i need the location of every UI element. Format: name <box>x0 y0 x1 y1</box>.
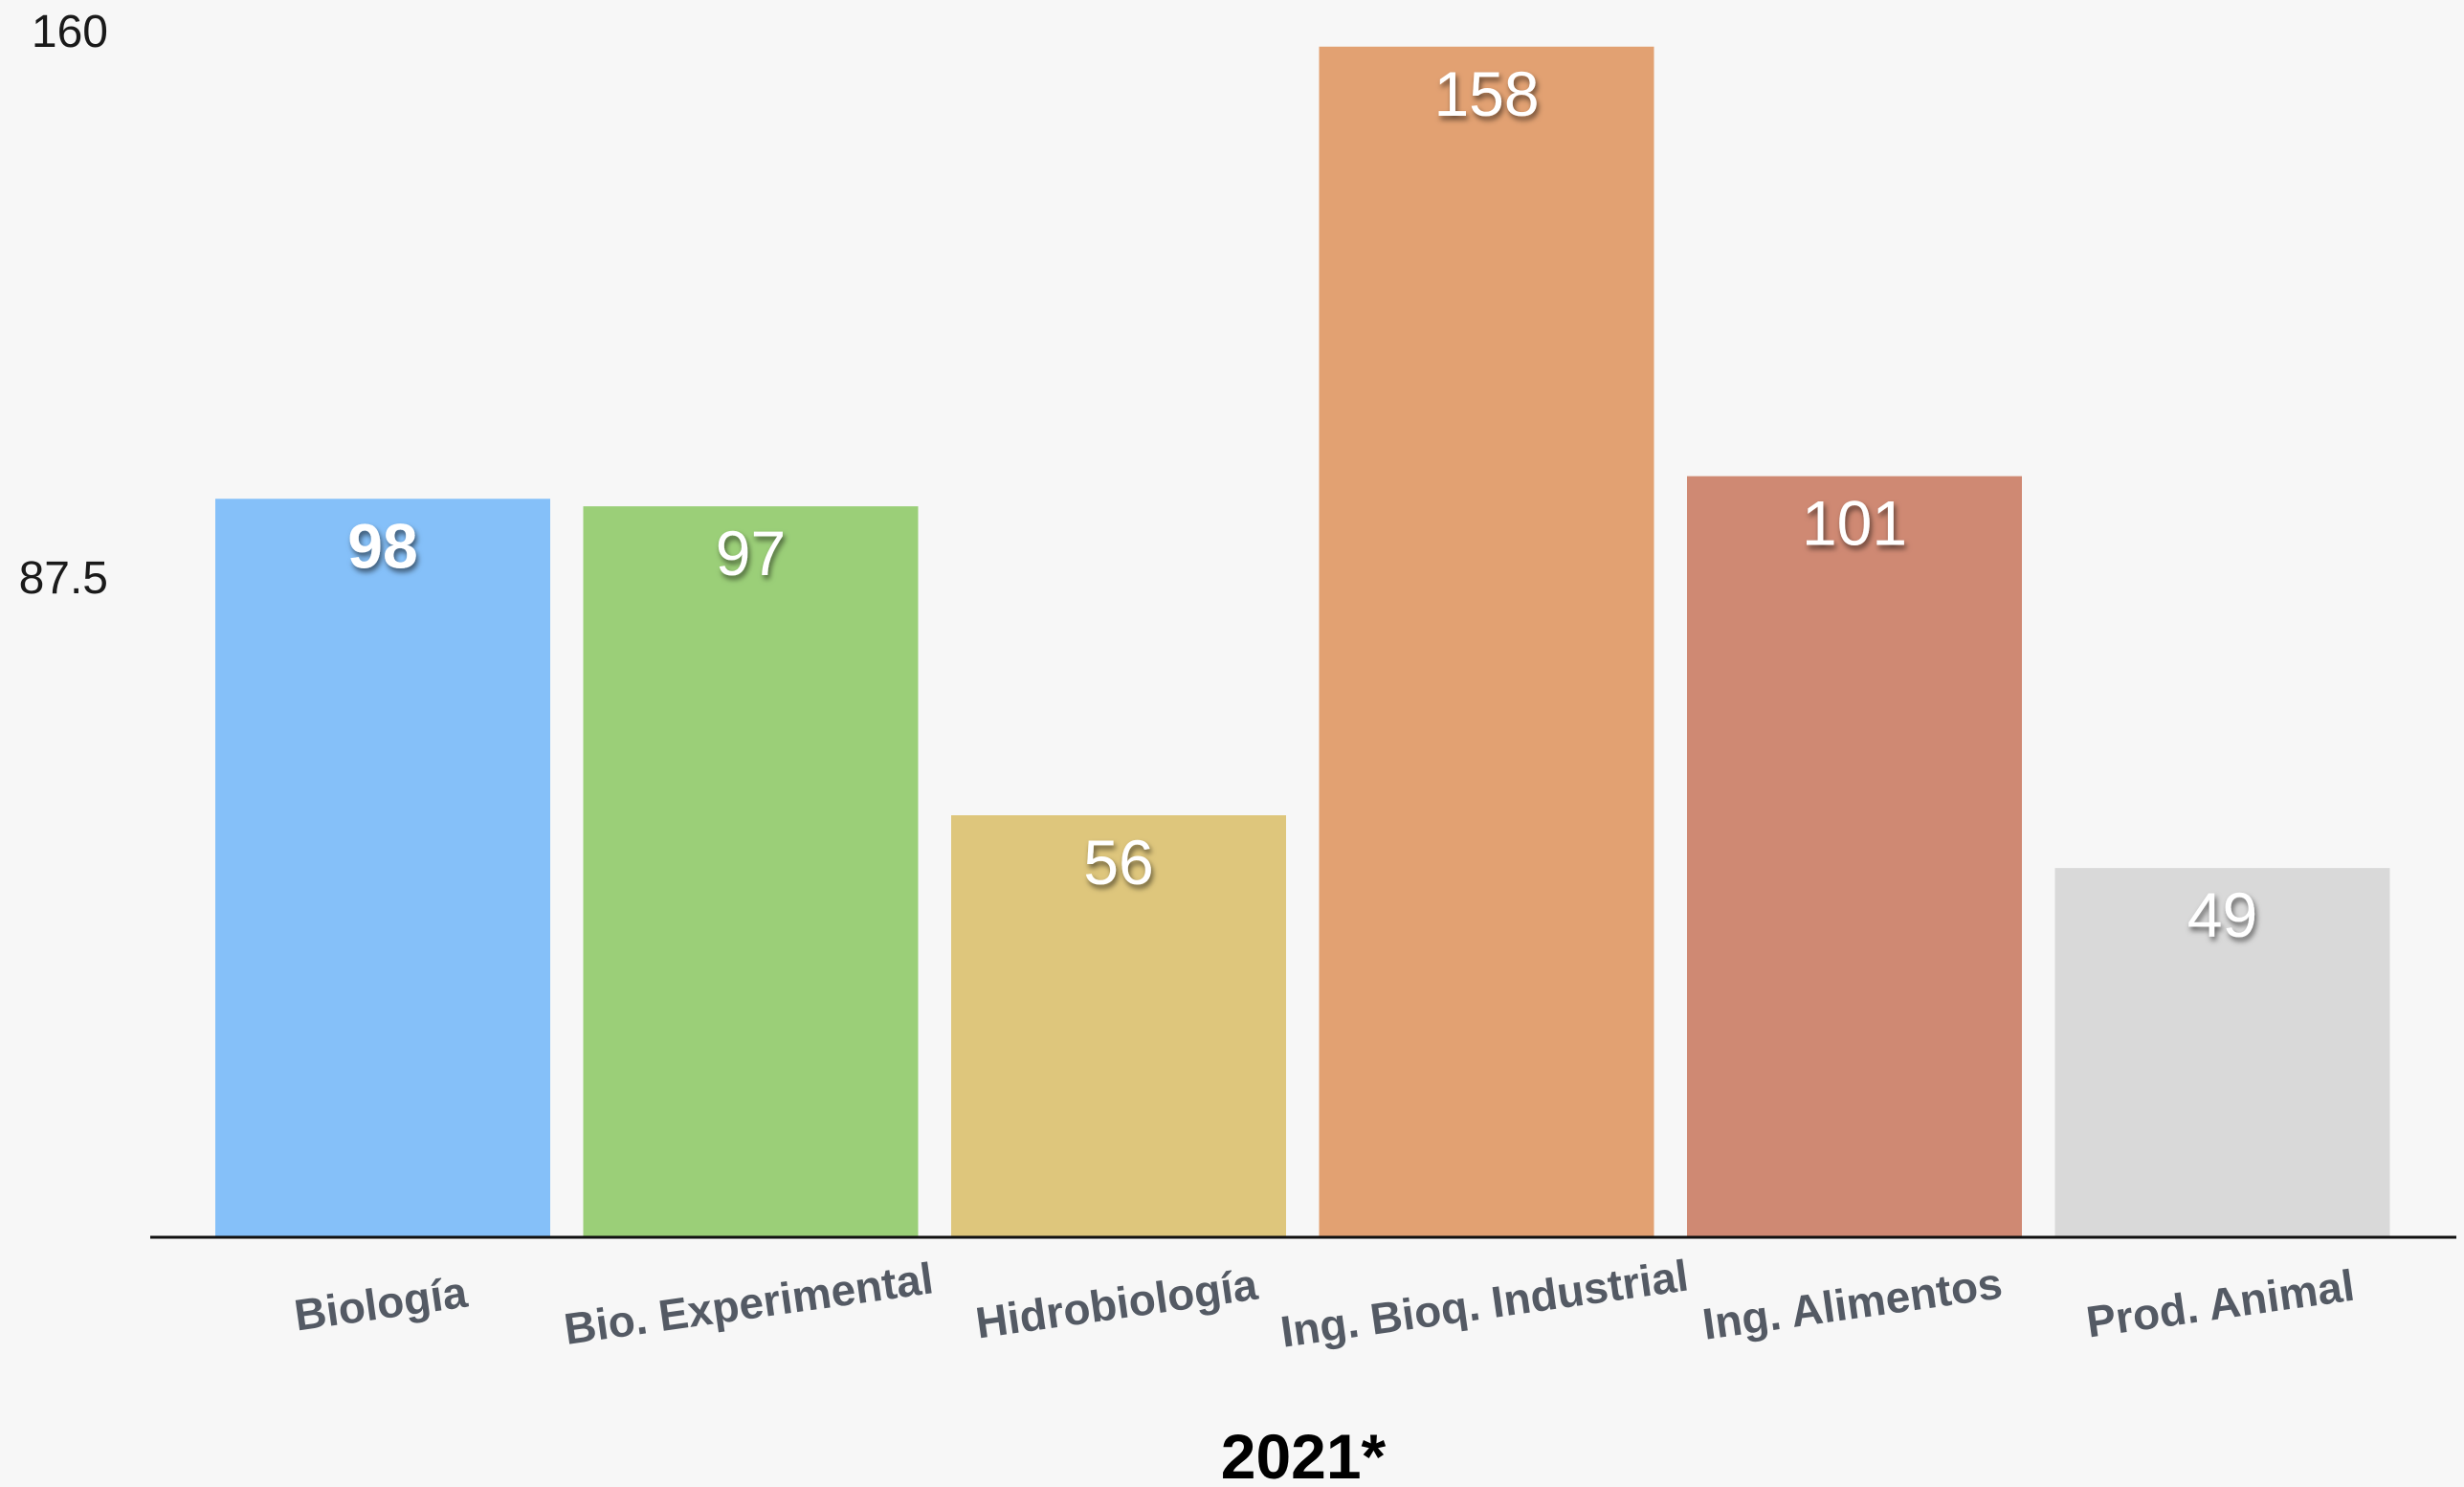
category-label: Biología <box>291 1267 470 1341</box>
bar-value-label: 101 <box>1802 488 1907 559</box>
bar <box>2054 868 2390 1237</box>
category-label: Prod. Animal <box>2083 1260 2357 1347</box>
bar <box>1319 46 1654 1237</box>
bar-value-label: 158 <box>1433 58 1539 129</box>
y-tick-label: 160 <box>32 7 108 57</box>
x-axis-title: 2021* <box>1221 1421 1387 1487</box>
category-label: Bio. Experimental <box>561 1253 936 1354</box>
bar <box>583 506 919 1237</box>
y-tick-label: 87.5 <box>19 553 108 604</box>
bar-value-label: 49 <box>2187 879 2257 950</box>
category-label: Hidrobiología <box>972 1259 1260 1348</box>
bar-value-label: 97 <box>716 518 786 588</box>
category-label: Ing. Bioq. Industrial <box>1277 1251 1691 1357</box>
bar-value-label: 56 <box>1083 827 1153 898</box>
bar <box>951 815 1286 1237</box>
bar <box>215 499 550 1237</box>
category-label: Ing. Alimentos <box>1699 1257 2005 1348</box>
bar-value-label: 98 <box>347 510 417 581</box>
bar <box>1687 476 2022 1237</box>
